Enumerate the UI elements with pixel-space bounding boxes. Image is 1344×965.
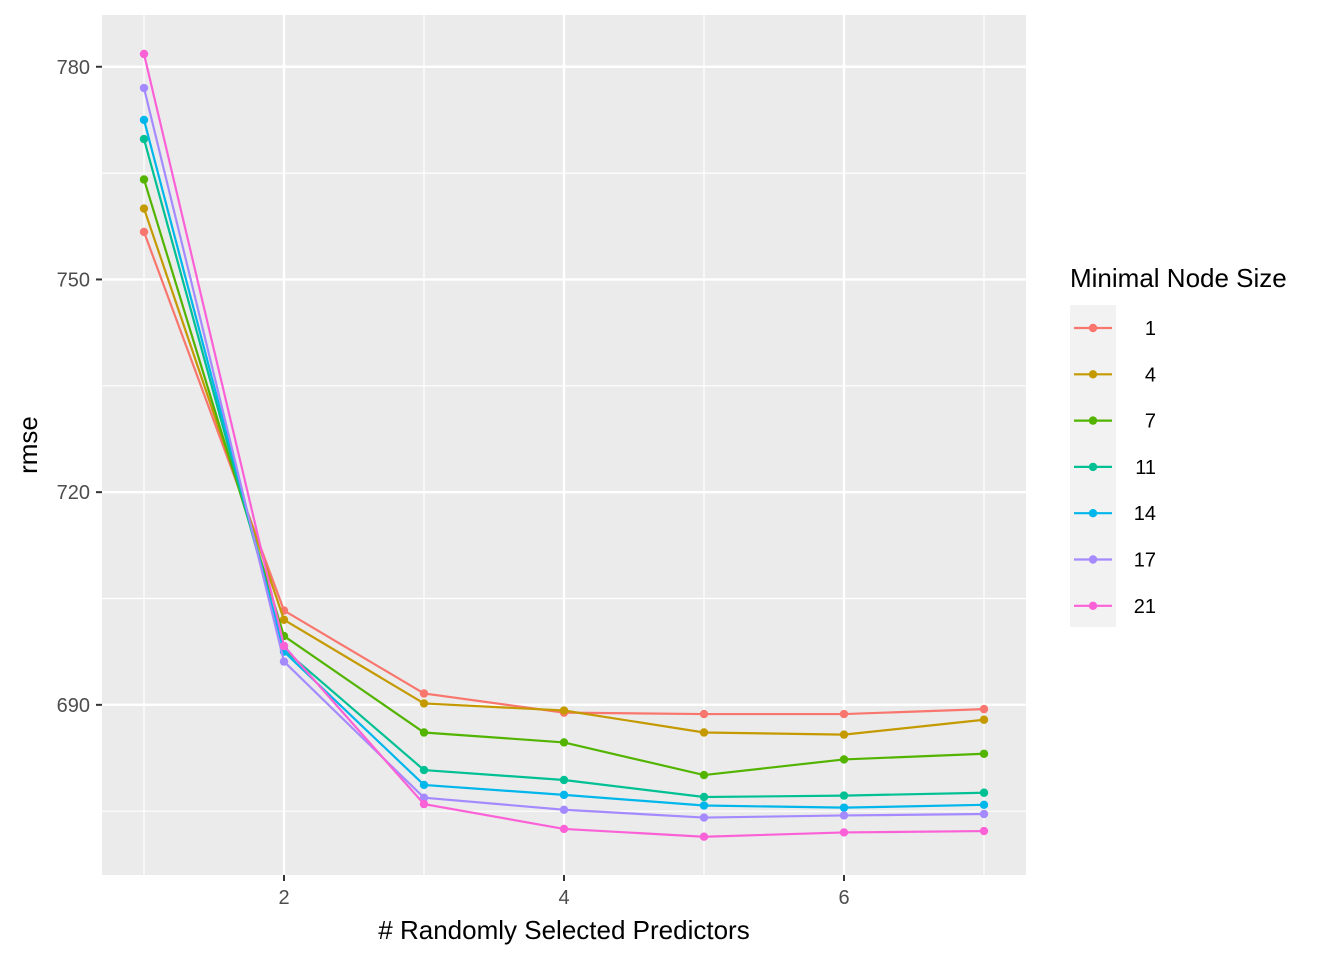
legend-key-point	[1088, 509, 1098, 518]
data-point	[559, 775, 569, 785]
data-point	[559, 738, 569, 747]
data-point	[699, 832, 709, 841]
series-lines	[139, 49, 989, 841]
legend-title: Minimal Node Size	[1070, 263, 1287, 293]
y-tick-label: 780	[57, 57, 90, 79]
legend-label: 7	[1145, 411, 1156, 433]
data-point	[979, 715, 989, 724]
x-axis: 2 4 6	[278, 875, 850, 909]
data-point	[699, 813, 709, 822]
data-point	[419, 765, 429, 775]
legend-label: 17	[1134, 550, 1156, 572]
data-point	[839, 828, 849, 837]
data-point	[279, 641, 289, 651]
data-point	[139, 83, 149, 93]
data-point	[839, 803, 849, 812]
data-point	[139, 175, 149, 184]
data-point	[139, 227, 149, 237]
data-point	[839, 755, 849, 764]
data-point	[979, 826, 989, 836]
y-axis: 690 720 750 780	[57, 57, 102, 717]
data-point	[139, 134, 149, 144]
data-point	[419, 780, 429, 790]
legend-key-point	[1088, 370, 1098, 379]
legend-key-point	[1088, 323, 1098, 333]
data-point	[559, 790, 569, 800]
data-point	[699, 792, 709, 802]
legend-key-point	[1088, 416, 1098, 425]
data-point	[979, 800, 989, 810]
data-point	[139, 204, 149, 213]
x-tick-label: 6	[838, 887, 849, 909]
data-point	[559, 706, 569, 715]
data-point	[139, 115, 149, 125]
y-axis-label: rmse	[13, 416, 43, 474]
data-point	[699, 770, 709, 780]
legend-key-point	[1088, 601, 1098, 610]
data-point	[839, 709, 849, 719]
data-point	[419, 799, 429, 809]
data-point	[839, 730, 849, 739]
data-point	[839, 791, 849, 800]
data-point	[699, 709, 709, 719]
data-point	[699, 801, 709, 810]
data-point	[419, 689, 429, 698]
data-point	[699, 728, 709, 737]
x-axis-label: # Randomly Selected Predictors	[378, 915, 749, 945]
data-point	[979, 809, 989, 819]
data-point	[419, 793, 429, 802]
y-tick-label: 750	[57, 269, 90, 291]
legend-label: 1	[1145, 318, 1156, 340]
legend-key-point	[1088, 555, 1098, 564]
x-tick-label: 2	[278, 887, 289, 909]
legend-label: 11	[1135, 457, 1156, 479]
data-point	[979, 749, 989, 758]
x-tick-label: 4	[558, 887, 569, 909]
legend-label: 4	[1145, 364, 1156, 386]
data-point	[139, 49, 149, 59]
data-point	[839, 811, 849, 820]
y-tick-label: 720	[57, 482, 90, 504]
data-point	[559, 824, 569, 834]
data-point	[419, 728, 429, 737]
legend-label: 21	[1134, 596, 1156, 618]
data-point	[979, 704, 989, 714]
data-point	[559, 805, 569, 814]
y-tick-label: 690	[57, 695, 90, 717]
data-point	[979, 788, 989, 797]
data-point	[419, 699, 429, 708]
legend-label: 14	[1134, 503, 1156, 525]
data-point	[279, 615, 289, 624]
legend-key-point	[1088, 462, 1098, 472]
data-point	[279, 657, 289, 666]
